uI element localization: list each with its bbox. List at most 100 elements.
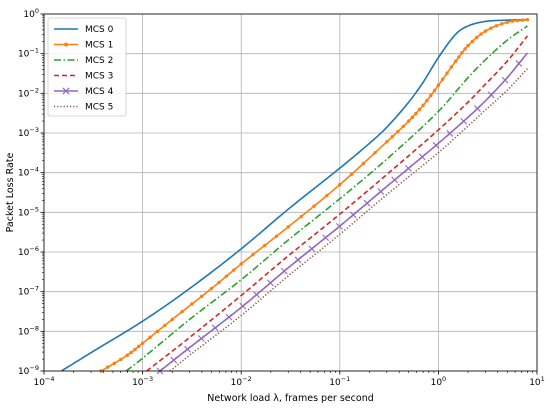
series-marker-mcs-4 — [253, 291, 260, 299]
series-marker-mcs-1 — [361, 161, 366, 166]
series-marker-mcs-1 — [251, 252, 255, 257]
legend-label: MCS 5 — [85, 103, 113, 113]
series-line-mcs-2 — [125, 25, 528, 372]
series-marker-mcs-4 — [349, 211, 357, 219]
series-marker-mcs-1 — [239, 262, 243, 266]
x-axis-label: Network load λ, frames per second — [207, 393, 374, 404]
series-marker-mcs-1 — [470, 39, 475, 44]
series-marker-mcs-4 — [432, 141, 440, 149]
y-tick-label: 10−8 — [18, 324, 39, 337]
series-marker-mcs-1 — [106, 365, 110, 369]
plot-frame — [43, 13, 538, 372]
series-marker-mcs-1 — [263, 243, 267, 248]
series-marker-mcs-1 — [129, 350, 133, 355]
series-marker-mcs-1 — [274, 234, 279, 238]
series-marker-mcs-1 — [410, 115, 415, 120]
series-marker-mcs-4 — [294, 256, 302, 264]
series-marker-mcs-4 — [474, 105, 481, 112]
series-marker-mcs-1 — [466, 43, 470, 48]
x-tick-label: 10−3 — [132, 375, 153, 388]
series-marker-mcs-4 — [487, 91, 495, 99]
series-marker-mcs-1 — [475, 35, 479, 40]
series-marker-mcs-1 — [140, 341, 145, 345]
series-marker-mcs-4 — [377, 188, 385, 195]
series-marker-mcs-1 — [525, 17, 530, 22]
legend-label: MCS 2 — [85, 56, 113, 66]
ticks: 10−4 10−3 10−2 10−1 100 101 10−9 10−8 10−7 10−6 10… — [18, 7, 545, 388]
legend-marker — [62, 87, 70, 95]
series-line-mcs-5 — [169, 68, 529, 372]
series-marker-mcs-4 — [197, 335, 205, 342]
y-tick-label: 10−4 — [18, 166, 39, 179]
series-marker-mcs-4 — [501, 76, 509, 84]
series-marker-mcs-1 — [454, 59, 458, 63]
series-marker-mcs-1 — [133, 347, 137, 352]
series-marker-mcs-1 — [148, 335, 152, 340]
series-marker-mcs-4 — [391, 176, 399, 184]
series-marker-mcs-1 — [349, 172, 354, 176]
series-marker-mcs-1 — [425, 98, 429, 103]
series-marker-mcs-4 — [446, 130, 454, 137]
series-marker-mcs-1 — [200, 294, 204, 299]
series-line-mcs-0 — [60, 18, 528, 372]
series-marker-mcs-1 — [463, 47, 467, 51]
series-marker-mcs-1 — [112, 361, 116, 366]
series-marker-mcs-4 — [170, 356, 178, 364]
series-marker-mcs-1 — [325, 193, 329, 198]
y-tick-label: 10−9 — [18, 364, 39, 377]
series-marker-mcs-1 — [396, 129, 400, 134]
x-tick-label: 10−2 — [231, 375, 252, 388]
y-tick-label: 10−2 — [18, 86, 39, 99]
y-tick-label: 100 — [23, 7, 39, 20]
y-tick-label: 10−5 — [18, 205, 39, 218]
series-marker-mcs-1 — [217, 280, 221, 285]
series-marker-mcs-1 — [401, 124, 405, 129]
series-marker-mcs-4 — [225, 313, 233, 321]
legend-marker — [64, 42, 68, 47]
x-tick-label: 10−1 — [329, 375, 350, 388]
series-marker-mcs-1 — [479, 32, 483, 36]
legend-label: MCS 0 — [85, 25, 114, 35]
series-marker-mcs-4 — [308, 245, 316, 253]
series-marker-mcs-1 — [449, 65, 454, 69]
series-marker-mcs-4 — [336, 223, 343, 230]
legend-label: MCS 1 — [85, 41, 113, 51]
legend-label: MCS 3 — [85, 72, 113, 82]
series-marker-mcs-1 — [286, 225, 290, 229]
series-marker-mcs-1 — [483, 29, 488, 33]
series-marker-mcs-1 — [429, 93, 433, 98]
series-marker-mcs-4 — [363, 199, 371, 207]
series-marker-mcs-4 — [460, 117, 468, 125]
series-marker-mcs-1 — [505, 20, 510, 24]
series-marker-mcs-1 — [421, 103, 425, 107]
series-line-mcs-1 — [100, 18, 528, 372]
series-marker-mcs-1 — [457, 55, 461, 59]
series-marker-mcs-1 — [312, 204, 316, 208]
series-marker-mcs-1 — [390, 135, 395, 139]
y-tick-label: 10−3 — [18, 126, 39, 139]
series-marker-mcs-1 — [445, 71, 449, 75]
series-marker-mcs-4 — [267, 279, 274, 287]
series-marker-mcs-1 — [209, 286, 214, 291]
y-axis-label: Packet Loss Rate — [5, 152, 16, 232]
y-tick-label: 10−6 — [18, 245, 39, 258]
series-marker-mcs-1 — [436, 83, 441, 87]
series-marker-mcs-4 — [184, 345, 191, 353]
series-marker-mcs-1 — [299, 214, 303, 219]
series-marker-mcs-1 — [385, 140, 389, 144]
series-marker-mcs-1 — [338, 182, 342, 187]
series-marker-mcs-4 — [418, 153, 426, 161]
series-marker-mcs-4 — [322, 234, 329, 242]
legend: MCS 0 MCS 1 MCS 2 MCS 3 MCS 4 MCS 5 — [47, 17, 127, 117]
series-marker-mcs-4 — [515, 60, 523, 67]
series-marker-mcs-1 — [494, 24, 499, 28]
series-marker-mcs-1 — [414, 111, 418, 116]
series-marker-mcs-1 — [489, 26, 493, 30]
series-marker-mcs-1 — [137, 344, 141, 349]
series-marker-mcs-1 — [500, 22, 504, 26]
series-marker-mcs-1 — [180, 309, 184, 314]
series-marker-mcs-4 — [405, 165, 412, 172]
x-tick-label: 10−4 — [33, 375, 54, 388]
